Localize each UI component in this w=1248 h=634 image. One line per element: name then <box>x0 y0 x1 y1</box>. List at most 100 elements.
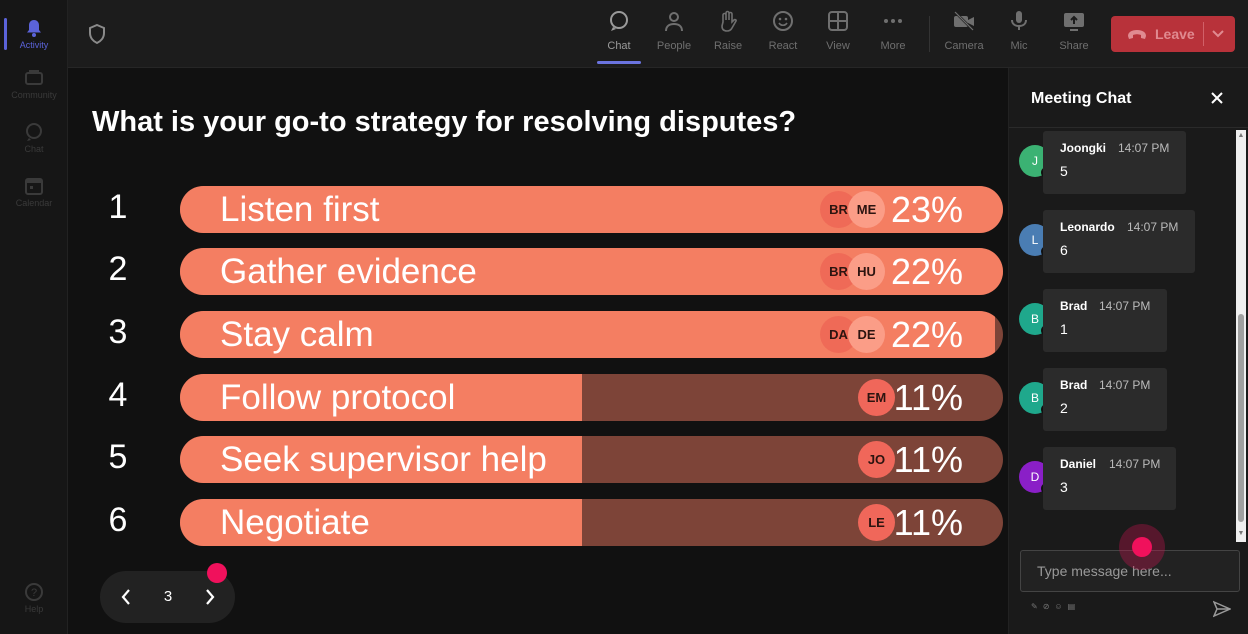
more-button[interactable]: More <box>867 10 919 60</box>
people-button[interactable]: People <box>648 10 700 60</box>
format-icon[interactable]: ✎ <box>1031 602 1038 611</box>
chat-message: Leonardo 14:07 PM 6 <box>1043 210 1195 273</box>
react-button[interactable]: React <box>757 10 809 60</box>
mic-label: Mic <box>1010 40 1028 52</box>
poll-option-label: Follow protocol <box>220 378 456 417</box>
raise-hand-icon <box>721 10 737 32</box>
poll-option-bar[interactable]: Stay calm DA DE 22% <box>180 311 1003 358</box>
chat-message-input[interactable]: Type message here... <box>1020 550 1240 592</box>
sender-name: Brad <box>1060 299 1088 313</box>
scroll-down-arrow[interactable]: ▼ <box>1237 530 1245 537</box>
shield-icon <box>89 24 105 44</box>
poll-option-bar[interactable]: Follow protocol EM 11% <box>180 374 1003 421</box>
chevron-right-icon[interactable] <box>202 587 218 607</box>
poll-option-bar[interactable]: Listen first BR ME 23% <box>180 186 1003 233</box>
option-number: 5 <box>108 438 128 476</box>
poll-option-label: Gather evidence <box>220 252 477 291</box>
community-icon <box>25 70 43 85</box>
message-text: 3 <box>1060 479 1068 495</box>
voter-avatar: EM <box>858 379 895 416</box>
chat-message: Brad 14:07 PM 2 <box>1043 368 1167 431</box>
poll-option-fill <box>180 499 582 546</box>
help-icon: ? <box>25 583 43 601</box>
leave-button[interactable]: Leave <box>1111 16 1235 52</box>
poll-option-label: Seek supervisor help <box>220 440 547 479</box>
poll-option-bar[interactable]: Gather evidence BR HU 22% <box>180 248 1003 295</box>
mic-button[interactable]: Mic <box>993 10 1045 60</box>
leave-label: Leave <box>1155 26 1195 42</box>
rail-label: Activity <box>19 40 49 50</box>
message-text: 1 <box>1060 321 1068 337</box>
more-label: More <box>880 40 906 52</box>
view-button[interactable]: View <box>812 10 864 60</box>
avatar-initial: D <box>1030 470 1040 484</box>
message-text: 5 <box>1060 163 1068 179</box>
rail-item-calendar[interactable]: Calendar <box>0 166 68 218</box>
rail-item-activity[interactable]: Activity <box>0 8 68 60</box>
formatting-toolbar: ✎ ⊘ ☺ ▤ <box>1031 602 1075 611</box>
poll-option-percent: 22% <box>890 314 963 355</box>
page-number: 3 <box>163 588 173 605</box>
chat-message: Joongki 14:07 PM 5 <box>1043 131 1186 194</box>
leave-divider <box>1203 22 1204 46</box>
rail-item-help[interactable]: ? Help <box>0 572 68 624</box>
chat-title: Meeting Chat <box>1031 90 1132 107</box>
more-dots-icon <box>884 19 902 23</box>
chevron-left-icon[interactable] <box>118 587 134 607</box>
toolbar-divider <box>929 16 930 52</box>
message-time: 14:07 PM <box>1109 457 1161 471</box>
rail-label: Community <box>11 90 57 100</box>
send-icon[interactable] <box>1213 600 1231 618</box>
avatar-initial: B <box>1030 312 1039 326</box>
share-button[interactable]: Share <box>1048 10 1100 60</box>
left-rail: Activity Community Chat Calendar ? Help <box>0 0 68 634</box>
poll-option-label: Listen first <box>220 190 380 229</box>
poll-option-bar[interactable]: Negotiate LE 11% <box>180 499 1003 546</box>
emoji-icon[interactable]: ☺ <box>1054 602 1063 611</box>
raise-hand-button[interactable]: Raise <box>702 10 754 60</box>
notification-dot <box>207 563 227 583</box>
react-label: React <box>768 40 798 52</box>
poll-option-fill <box>180 374 582 421</box>
camera-label: Camera <box>944 40 984 52</box>
sender-name: Leonardo <box>1060 220 1115 234</box>
sender-name: Daniel <box>1060 457 1097 471</box>
scroll-thumb[interactable] <box>1238 314 1244 522</box>
message-time: 14:07 PM <box>1118 141 1170 155</box>
chat-divider <box>1009 127 1248 128</box>
raise-label: Raise <box>713 40 743 52</box>
poll-option-bar[interactable]: Seek supervisor help JO 11% <box>180 436 1003 483</box>
chat-message: Brad 14:07 PM 1 <box>1043 289 1167 352</box>
view-label: View <box>826 40 850 52</box>
voter-avatar: ME <box>848 191 885 228</box>
attach-icon[interactable]: ⊘ <box>1042 602 1050 611</box>
chat-button[interactable]: Chat <box>593 10 645 64</box>
meeting-chat-panel: Meeting Chat J Joongki 14:07 PM 5 L Leonardo 1… <box>1008 68 1248 634</box>
microphone-icon <box>1011 11 1027 30</box>
poll-option-percent: 11% <box>893 502 963 543</box>
poll-option-percent: 23% <box>890 189 963 230</box>
avatar-initial: J <box>1032 154 1038 168</box>
people-icon <box>665 12 683 32</box>
scroll-up-arrow[interactable]: ▲ <box>1237 132 1245 139</box>
option-number: 2 <box>108 250 128 288</box>
close-icon[interactable] <box>1209 90 1225 106</box>
poll-option-fill <box>180 436 582 483</box>
voter-avatar: HU <box>848 253 885 290</box>
option-number: 3 <box>108 313 128 351</box>
avatar-initial: B <box>1030 391 1039 405</box>
message-text: 2 <box>1060 400 1068 416</box>
avatar-initial: L <box>1031 233 1039 247</box>
grid-view-icon <box>828 11 848 31</box>
chat-message: Daniel 14:07 PM 3 <box>1043 447 1176 510</box>
gif-icon[interactable]: ▤ <box>1067 602 1076 611</box>
option-number: 4 <box>108 376 128 414</box>
share-label: Share <box>1059 40 1089 52</box>
camera-button[interactable]: Camera <box>938 10 990 60</box>
rail-item-chat[interactable]: Chat <box>0 112 68 164</box>
rail-label: Help <box>24 604 44 614</box>
rail-item-community[interactable]: Community <box>0 58 68 110</box>
chevron-down-icon[interactable] <box>1211 28 1225 40</box>
option-number: 1 <box>108 188 128 226</box>
